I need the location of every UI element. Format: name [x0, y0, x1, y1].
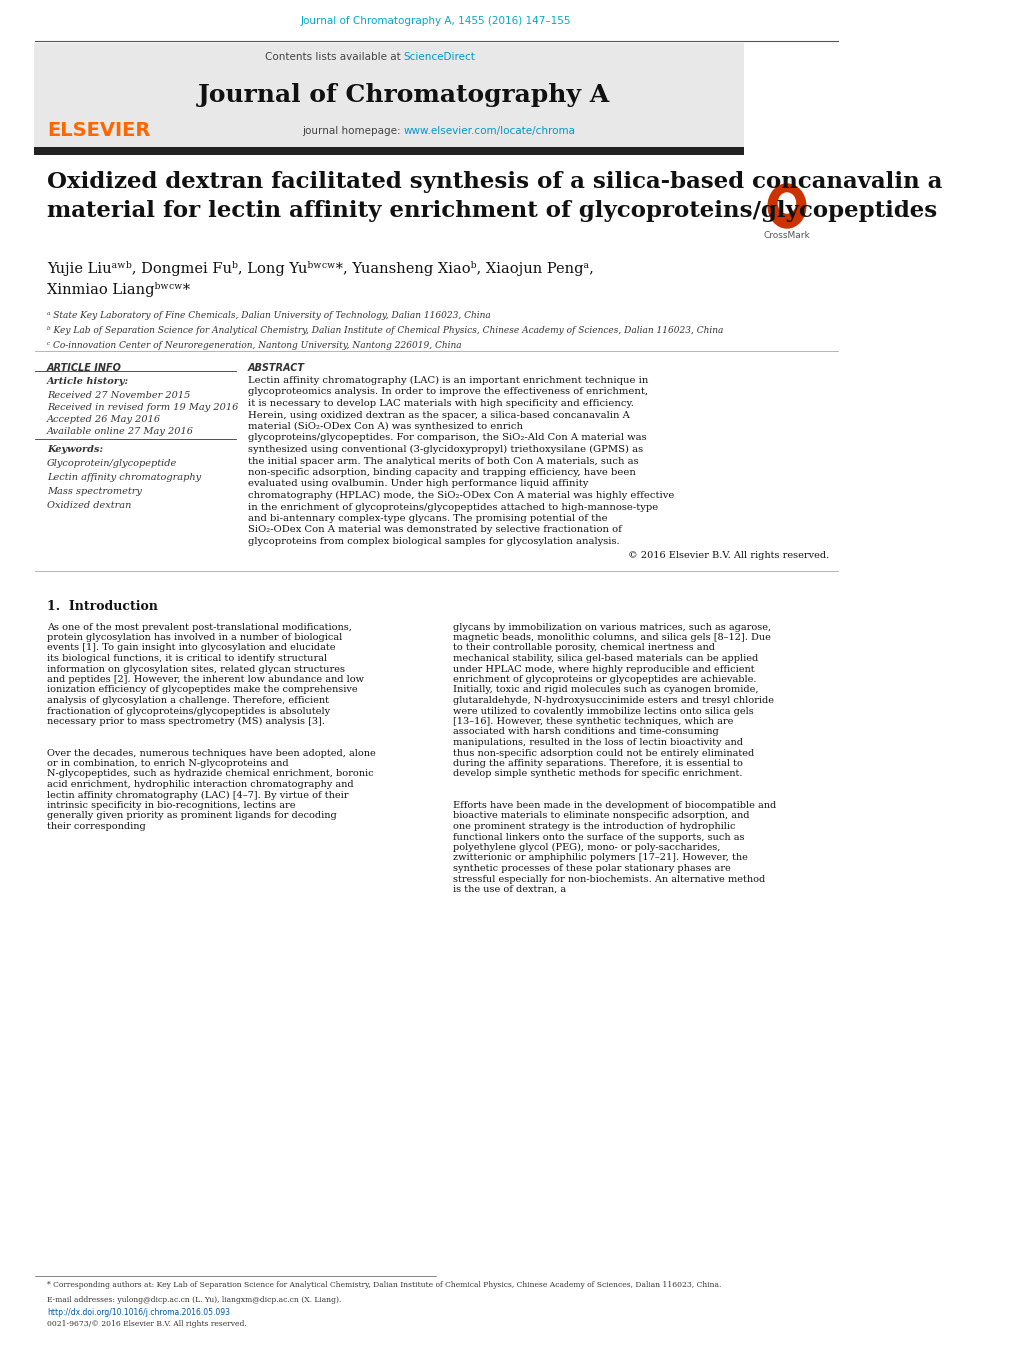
Text: and peptides [2]. However, the inherent low abundance and low: and peptides [2]. However, the inherent …: [47, 676, 364, 684]
Text: Received 27 November 2015: Received 27 November 2015: [47, 390, 191, 400]
Text: ᶜ Co-innovation Center of Neuroregeneration, Nantong University, Nantong 226019,: ᶜ Co-innovation Center of Neuroregenerat…: [47, 340, 462, 350]
Text: develop simple synthetic methods for specific enrichment.: develop simple synthetic methods for spe…: [452, 770, 742, 778]
Text: [13–16]. However, these synthetic techniques, which are: [13–16]. However, these synthetic techni…: [452, 717, 733, 725]
Text: ionization efficiency of glycopeptides make the comprehensive: ionization efficiency of glycopeptides m…: [47, 685, 358, 694]
FancyBboxPatch shape: [35, 43, 744, 151]
Text: http://dx.doi.org/10.1016/j.chroma.2016.05.093: http://dx.doi.org/10.1016/j.chroma.2016.…: [47, 1308, 230, 1317]
Text: Accepted 26 May 2016: Accepted 26 May 2016: [47, 415, 161, 424]
Text: Oxidized dextran: Oxidized dextran: [47, 501, 131, 509]
Text: events [1]. To gain insight into glycosylation and elucidate: events [1]. To gain insight into glycosy…: [47, 643, 335, 653]
Text: acid enrichment, hydrophilic interaction chromatography and: acid enrichment, hydrophilic interaction…: [47, 780, 354, 789]
Text: evaluated using ovalbumin. Under high performance liquid affinity: evaluated using ovalbumin. Under high pe…: [248, 480, 588, 489]
Text: enrichment of glycoproteins or glycopeptides are achievable.: enrichment of glycoproteins or glycopept…: [452, 676, 756, 684]
Text: synthetic processes of these polar stationary phases are: synthetic processes of these polar stati…: [452, 865, 731, 873]
Text: ARTICLE INFO: ARTICLE INFO: [47, 363, 122, 373]
Text: one prominent strategy is the introduction of hydrophilic: one prominent strategy is the introducti…: [452, 821, 735, 831]
Text: zwitterionic or amphiphilic polymers [17–21]. However, the: zwitterionic or amphiphilic polymers [17…: [452, 854, 748, 862]
Text: * Corresponding authors at: Key Lab of Separation Science for Analytical Chemist: * Corresponding authors at: Key Lab of S…: [47, 1281, 720, 1289]
Text: N-glycopeptides, such as hydrazide chemical enrichment, boronic: N-glycopeptides, such as hydrazide chemi…: [47, 770, 373, 778]
Text: manipulations, resulted in the loss of lectin bioactivity and: manipulations, resulted in the loss of l…: [452, 738, 743, 747]
Text: generally given priority as prominent ligands for decoding: generally given priority as prominent li…: [47, 812, 336, 820]
Text: it is necessary to develop LAC materials with high specificity and efficiency.: it is necessary to develop LAC materials…: [248, 399, 634, 408]
Text: associated with harsh conditions and time-consuming: associated with harsh conditions and tim…: [452, 727, 718, 736]
Circle shape: [777, 193, 795, 213]
Text: Lectin affinity chromatography: Lectin affinity chromatography: [47, 473, 201, 482]
Text: Mass spectrometry: Mass spectrometry: [47, 486, 142, 496]
Text: stressful especially for non-biochemists. An alternative method: stressful especially for non-biochemists…: [452, 874, 765, 884]
Bar: [35, 147, 744, 155]
Text: Efforts have been made in the development of biocompatible and: Efforts have been made in the developmen…: [452, 801, 775, 811]
Text: Initially, toxic and rigid molecules such as cyanogen bromide,: Initially, toxic and rigid molecules suc…: [452, 685, 758, 694]
Text: Available online 27 May 2016: Available online 27 May 2016: [47, 427, 194, 436]
Text: Journal of Chromatography A, 1455 (2016) 147–155: Journal of Chromatography A, 1455 (2016)…: [301, 16, 571, 26]
Text: 1.  Introduction: 1. Introduction: [47, 600, 158, 613]
Text: ᵃ State Key Laboratory of Fine Chemicals, Dalian University of Technology, Dalia: ᵃ State Key Laboratory of Fine Chemicals…: [47, 311, 490, 320]
Text: Contents lists available at: Contents lists available at: [265, 51, 404, 62]
Text: SiO₂-ODex Con A material was demonstrated by selective fractionation of: SiO₂-ODex Con A material was demonstrate…: [248, 526, 622, 535]
Text: fractionation of glycoproteins/glycopeptides is absolutely: fractionation of glycoproteins/glycopept…: [47, 707, 330, 716]
Text: chromatography (HPLAC) mode, the SiO₂-ODex Con A material was highly effective: chromatography (HPLAC) mode, the SiO₂-OD…: [248, 490, 674, 500]
Text: to their controllable porosity, chemical inertness and: to their controllable porosity, chemical…: [452, 643, 714, 653]
Circle shape: [767, 184, 805, 228]
Text: intrinsic specificity in bio-recognitions, lectins are: intrinsic specificity in bio-recognition…: [47, 801, 296, 811]
Text: non-specific adsorption, binding capacity and trapping efficiency, have been: non-specific adsorption, binding capacit…: [248, 467, 635, 477]
Text: Journal of Chromatography A: Journal of Chromatography A: [198, 82, 609, 107]
Text: bioactive materials to eliminate nonspecific adsorption, and: bioactive materials to eliminate nonspec…: [452, 812, 749, 820]
Text: www.elsevier.com/locate/chroma: www.elsevier.com/locate/chroma: [404, 126, 575, 136]
Text: lectin affinity chromatography (LAC) [4–7]. By virtue of their: lectin affinity chromatography (LAC) [4–…: [47, 790, 348, 800]
Text: under HPLAC mode, where highly reproducible and efficient: under HPLAC mode, where highly reproduci…: [452, 665, 754, 674]
Text: in the enrichment of glycoproteins/glycopeptides attached to high-mannose-type: in the enrichment of glycoproteins/glyco…: [248, 503, 657, 512]
Text: is the use of dextran, a: is the use of dextran, a: [452, 885, 566, 894]
Text: glutaraldehyde, N-hydroxysuccinimide esters and tresyl chloride: glutaraldehyde, N-hydroxysuccinimide est…: [452, 696, 773, 705]
Text: the initial spacer arm. The analytical merits of both Con A materials, such as: the initial spacer arm. The analytical m…: [248, 457, 638, 466]
Text: during the affinity separations. Therefore, it is essential to: during the affinity separations. Therefo…: [452, 759, 743, 767]
Text: ELSEVIER: ELSEVIER: [47, 122, 150, 141]
Text: © 2016 Elsevier B.V. All rights reserved.: © 2016 Elsevier B.V. All rights reserved…: [628, 550, 828, 559]
Text: ABSTRACT: ABSTRACT: [248, 363, 305, 373]
Text: protein glycosylation has involved in a number of biological: protein glycosylation has involved in a …: [47, 634, 342, 642]
Text: E-mail addresses: yulong@dicp.ac.cn (L. Yu), liangxm@dicp.ac.cn (X. Liang).: E-mail addresses: yulong@dicp.ac.cn (L. …: [47, 1296, 341, 1304]
Text: Herein, using oxidized dextran as the spacer, a silica-based concanavalin A: Herein, using oxidized dextran as the sp…: [248, 411, 630, 420]
Text: their corresponding: their corresponding: [47, 821, 146, 831]
Text: were utilized to covalently immobilize lectins onto silica gels: were utilized to covalently immobilize l…: [452, 707, 753, 716]
Text: glycoproteins from complex biological samples for glycosylation analysis.: glycoproteins from complex biological sa…: [248, 536, 620, 546]
Text: its biological functions, it is critical to identify structural: its biological functions, it is critical…: [47, 654, 327, 663]
Text: glycoproteomics analysis. In order to improve the effectiveness of enrichment,: glycoproteomics analysis. In order to im…: [248, 388, 647, 396]
Text: Glycoprotein/glycopeptide: Glycoprotein/glycopeptide: [47, 459, 177, 467]
Text: Yujie Liuᵃʷᵇ, Dongmei Fuᵇ, Long Yuᵇʷᶜʷ*, Yuansheng Xiaoᵇ, Xiaojun Pengᵃ,
Xinmiao: Yujie Liuᵃʷᵇ, Dongmei Fuᵇ, Long Yuᵇʷᶜʷ*,…: [47, 261, 593, 297]
Text: mechanical stability, silica gel-based materials can be applied: mechanical stability, silica gel-based m…: [452, 654, 758, 663]
Text: necessary prior to mass spectrometry (MS) analysis [3].: necessary prior to mass spectrometry (MS…: [47, 717, 325, 725]
Text: thus non-specific adsorption could not be entirely eliminated: thus non-specific adsorption could not b…: [452, 748, 754, 758]
Text: magnetic beads, monolithic columns, and silica gels [8–12]. Due: magnetic beads, monolithic columns, and …: [452, 634, 770, 642]
Text: As one of the most prevalent post-translational modifications,: As one of the most prevalent post-transl…: [47, 623, 352, 631]
Text: glycans by immobilization on various matrices, such as agarose,: glycans by immobilization on various mat…: [452, 623, 770, 631]
Text: material (SiO₂-ODex Con A) was synthesized to enrich: material (SiO₂-ODex Con A) was synthesiz…: [248, 422, 523, 431]
Text: Received in revised form 19 May 2016: Received in revised form 19 May 2016: [47, 403, 238, 412]
Text: and bi-antennary complex-type glycans. The promising potential of the: and bi-antennary complex-type glycans. T…: [248, 513, 607, 523]
Text: Article history:: Article history:: [47, 377, 129, 386]
Text: information on glycosylation sites, related glycan structures: information on glycosylation sites, rela…: [47, 665, 344, 674]
Text: synthesized using conventional (3-glycidoxypropyl) triethoxysilane (GPMS) as: synthesized using conventional (3-glycid…: [248, 444, 643, 454]
Text: Over the decades, numerous techniques have been adopted, alone: Over the decades, numerous techniques ha…: [47, 748, 375, 758]
Text: 0021-9673/© 2016 Elsevier B.V. All rights reserved.: 0021-9673/© 2016 Elsevier B.V. All right…: [47, 1320, 247, 1328]
Text: journal homepage:: journal homepage:: [302, 126, 404, 136]
Text: analysis of glycosylation a challenge. Therefore, efficient: analysis of glycosylation a challenge. T…: [47, 696, 329, 705]
Text: ScienceDirect: ScienceDirect: [404, 51, 475, 62]
Text: CrossMark: CrossMark: [763, 231, 809, 240]
Text: Keywords:: Keywords:: [47, 444, 103, 454]
Text: or in combination, to enrich N-glycoproteins and: or in combination, to enrich N-glycoprot…: [47, 759, 288, 767]
Text: glycoproteins/glycopeptides. For comparison, the SiO₂-Ald Con A material was: glycoproteins/glycopeptides. For compari…: [248, 434, 646, 443]
Text: ᵇ Key Lab of Separation Science for Analytical Chemistry, Dalian Institute of Ch: ᵇ Key Lab of Separation Science for Anal…: [47, 326, 722, 335]
Text: Oxidized dextran facilitated synthesis of a silica-based concanavalin a
material: Oxidized dextran facilitated synthesis o…: [47, 172, 942, 222]
Text: polyethylene glycol (PEG), mono- or poly-saccharides,: polyethylene glycol (PEG), mono- or poly…: [452, 843, 720, 852]
Text: Lectin affinity chromatography (LAC) is an important enrichment technique in: Lectin affinity chromatography (LAC) is …: [248, 376, 648, 385]
Text: functional linkers onto the surface of the supports, such as: functional linkers onto the surface of t…: [452, 832, 744, 842]
